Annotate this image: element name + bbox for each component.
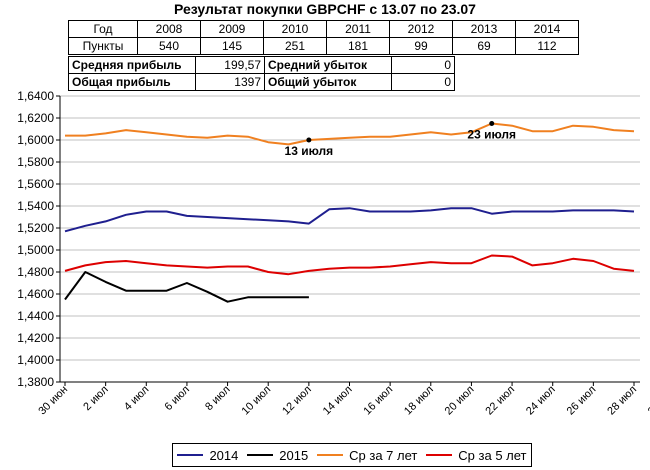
points-cell: 69 bbox=[452, 37, 516, 55]
legend-swatch bbox=[247, 454, 274, 456]
x-tick-label: 18 июл bbox=[402, 384, 436, 418]
x-tick-label: 12 июл bbox=[280, 384, 314, 418]
stats-table: Средняя прибыль 199,57 Средний убыток 0 … bbox=[68, 56, 455, 91]
y-tick-label: 1,6400 bbox=[17, 89, 54, 103]
total-loss-value: 0 bbox=[391, 73, 455, 91]
legend-item-2014: 2014 bbox=[177, 448, 238, 463]
y-tick-label: 1,5000 bbox=[17, 243, 54, 257]
legend-swatch bbox=[317, 454, 344, 456]
x-tick-label: 14 июл bbox=[321, 384, 355, 418]
x-tick-label: 10 июл bbox=[239, 384, 273, 418]
table-row: Пункты 540 145 251 181 99 69 112 bbox=[68, 37, 579, 55]
y-tick-label: 1,4600 bbox=[17, 287, 54, 301]
y-tick-label: 1,5200 bbox=[17, 221, 54, 235]
x-tick-label: 4 июл bbox=[122, 384, 152, 414]
annotation-label: 23 июля bbox=[467, 128, 516, 142]
x-tick-label: 20 июл bbox=[443, 384, 477, 418]
yearly-points-table: Год 2008 2009 2010 2011 2012 2013 2014 П… bbox=[68, 20, 579, 55]
total-profit-label: Общая прибыль bbox=[68, 73, 196, 91]
series-line-2 bbox=[65, 122, 635, 146]
y-tick-label: 1,6200 bbox=[17, 111, 54, 125]
table-row-label: Пункты bbox=[68, 37, 138, 55]
year-cell: 2008 bbox=[137, 20, 201, 38]
x-tick-label: 24 июл bbox=[524, 384, 558, 418]
x-tick-label: 16 июл bbox=[361, 384, 395, 418]
points-cell: 99 bbox=[389, 37, 453, 55]
y-tick-label: 1,3800 bbox=[17, 375, 54, 389]
legend-label: Ср за 5 лет bbox=[458, 447, 527, 463]
legend-swatch bbox=[426, 454, 453, 456]
table-row: Год 2008 2009 2010 2011 2012 2013 2014 bbox=[68, 20, 579, 38]
y-tick-label: 1,4200 bbox=[17, 331, 54, 345]
y-tick-label: 1,4000 bbox=[17, 353, 54, 367]
year-cell: 2014 bbox=[515, 20, 579, 38]
y-tick-label: 1,4400 bbox=[17, 309, 54, 323]
points-cell: 540 bbox=[137, 37, 201, 55]
legend-item-avg7: Ср за 7 лет bbox=[317, 448, 417, 463]
x-tick-label: 22 июл bbox=[483, 384, 517, 418]
x-tick-label: 8 июл bbox=[203, 384, 233, 414]
annotation-marker bbox=[489, 121, 495, 126]
legend-label: 2014 bbox=[209, 447, 239, 463]
total-loss-label: Общий убыток bbox=[264, 73, 392, 91]
series-line-3 bbox=[64, 254, 635, 276]
y-tick-label: 1,6000 bbox=[17, 133, 54, 147]
legend-item-2015: 2015 bbox=[247, 448, 308, 463]
table-row: Средняя прибыль 199,57 Средний убыток 0 bbox=[68, 56, 455, 74]
annotation-marker bbox=[306, 137, 312, 143]
legend-label: 2015 bbox=[279, 447, 309, 463]
legend-swatch bbox=[177, 454, 204, 456]
y-tick-label: 1,5800 bbox=[17, 155, 54, 169]
x-tick-label: 6 июл bbox=[163, 384, 193, 414]
x-tick-label: 30 июл bbox=[646, 384, 650, 418]
points-cell: 112 bbox=[515, 37, 579, 55]
legend-label: Ср за 7 лет bbox=[349, 447, 418, 463]
y-tick-label: 1,5400 bbox=[17, 199, 54, 213]
series-line-0 bbox=[64, 207, 635, 233]
series-line-1 bbox=[64, 271, 309, 303]
y-tick-labels: 1,3800 1,4000 1,4200 1,4400 1,4600 1,4800 1,50… bbox=[17, 89, 54, 389]
points-cell: 145 bbox=[200, 37, 264, 55]
legend: 2014 2015 Ср за 7 лет Ср за 5 лет bbox=[172, 443, 532, 467]
year-cell: 2012 bbox=[389, 20, 453, 38]
annotations: 13 июля 23 июля bbox=[285, 121, 516, 158]
legend-item-avg5: Ср за 5 лет bbox=[426, 447, 527, 463]
y-tick-label: 1,4800 bbox=[17, 265, 54, 279]
x-tick-label: 28 июл bbox=[605, 384, 639, 418]
x-tick-label: 26 июл bbox=[565, 384, 599, 418]
table-row: Общая прибыль 1397 Общий убыток 0 bbox=[68, 73, 455, 91]
total-profit-value: 1397 bbox=[195, 73, 265, 91]
y-tick-label: 1,5600 bbox=[17, 177, 54, 191]
chart-title: Результат покупки GBPCHF с 13.07 по 23.0… bbox=[174, 1, 476, 17]
points-cell: 251 bbox=[263, 37, 327, 55]
x-tick-labels: 30 июн 2 июл 4 июл 6 июл 8 июл 10 июл 12 июл 14… bbox=[36, 384, 650, 418]
points-cell: 181 bbox=[326, 37, 390, 55]
x-tick-label: 2 июл bbox=[81, 384, 111, 414]
annotation-label: 13 июля bbox=[285, 144, 334, 158]
series-lines bbox=[64, 122, 635, 303]
grid-lines bbox=[56, 95, 640, 386]
